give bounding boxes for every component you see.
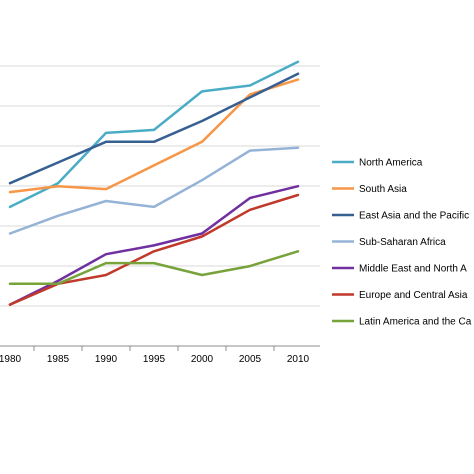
- legend-label: Europe and Central Asia: [359, 290, 468, 301]
- legend-label: South Asia: [359, 184, 407, 195]
- series-line: [8, 193, 300, 306]
- series-line: [8, 60, 300, 209]
- legend-label: Middle East and North A: [359, 264, 467, 275]
- x-tick-label: 1985: [47, 354, 70, 365]
- x-tick-label: 2010: [287, 354, 310, 365]
- series-line: [8, 250, 300, 286]
- x-tick-label: 1995: [143, 354, 166, 365]
- legend-label: Sub-Saharan Africa: [359, 237, 446, 248]
- series-line: [8, 184, 300, 306]
- x-tick-labels: 1980 1985 1990 1995 2000 2005 2010: [0, 354, 310, 365]
- axes: [0, 345, 320, 351]
- legend-label: East Asia and the Pacific: [359, 211, 469, 222]
- x-tick-label: 1980: [0, 354, 22, 365]
- x-tick-label: 2000: [191, 354, 214, 365]
- legend-label: North America: [359, 158, 423, 169]
- series-line: [8, 146, 300, 235]
- gridlines: [0, 65, 320, 307]
- series-line: [8, 72, 300, 185]
- legend-label: Latin America and the Ca: [359, 317, 472, 328]
- legend: North America South Asia East Asia and the…: [332, 158, 472, 328]
- series-line: [8, 78, 300, 194]
- series-lines: [8, 60, 300, 306]
- x-tick-label: 1990: [95, 354, 118, 365]
- x-tick-label: 2005: [239, 354, 262, 365]
